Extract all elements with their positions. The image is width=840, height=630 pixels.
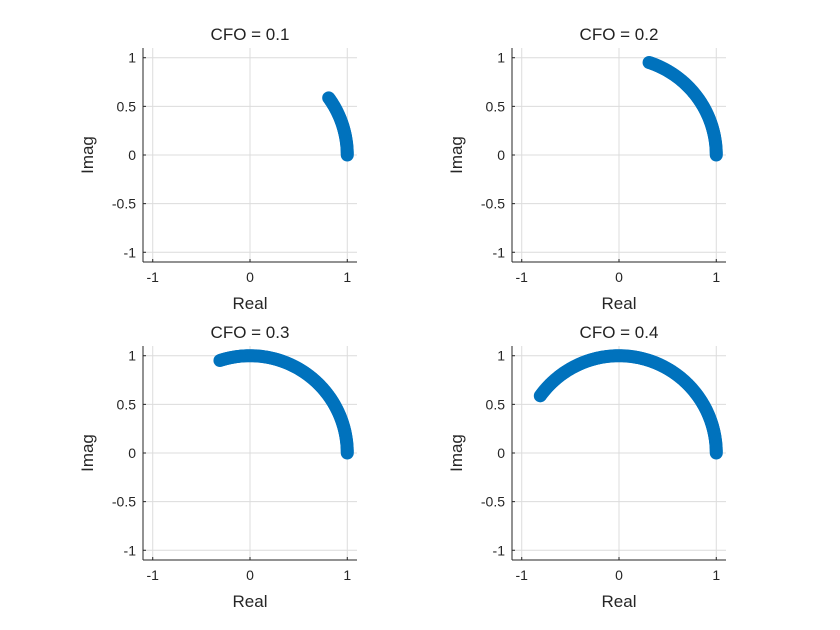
subplot-2: -1 0 1 1 0.5 0 -0.5 -1 CFO = 0.2 Real Imag xyxy=(447,25,726,313)
y-tick-label: 1 xyxy=(497,348,505,364)
y-axis-label: Imag xyxy=(78,434,97,472)
data-point xyxy=(642,55,656,69)
x-axis-label: Real xyxy=(233,294,268,313)
x-tick-label: 1 xyxy=(343,269,351,285)
y-axis-label: Imag xyxy=(447,136,466,174)
x-tick-label: 1 xyxy=(343,567,351,583)
y-tick-label: -1 xyxy=(493,542,506,558)
y-tick-label: 0 xyxy=(497,147,505,163)
x-tick-label: -1 xyxy=(516,567,529,583)
x-tick-label: 0 xyxy=(615,567,623,583)
y-tick-label: -0.5 xyxy=(481,196,505,212)
y-tick-label: -1 xyxy=(124,542,137,558)
x-tick-label: -1 xyxy=(147,567,160,583)
data-point xyxy=(213,353,227,367)
y-tick-label: 0.5 xyxy=(117,396,137,412)
y-tick-label: -1 xyxy=(493,244,506,260)
subplot-title: CFO = 0.1 xyxy=(211,25,290,44)
subplot-title: CFO = 0.2 xyxy=(580,25,659,44)
subplot-1: -1 0 1 1 0.5 0 -0.5 -1 CFO = 0.1 Real Imag xyxy=(78,25,357,313)
subplot-4: -1 0 1 1 0.5 0 -0.5 -1 CFO = 0.4 Real Imag xyxy=(447,323,726,611)
y-tick-label: 1 xyxy=(128,50,136,66)
y-axis-label: Imag xyxy=(78,136,97,174)
y-tick-label: 0 xyxy=(128,147,136,163)
y-tick-label: 0.5 xyxy=(486,396,506,412)
subplot-3: -1 0 1 1 0.5 0 -0.5 -1 CFO = 0.3 Real Imag xyxy=(78,323,357,611)
y-tick-label: 0 xyxy=(497,445,505,461)
x-tick-label: -1 xyxy=(516,269,529,285)
x-tick-label: 0 xyxy=(246,567,254,583)
data-point xyxy=(533,389,547,403)
x-tick-label: 0 xyxy=(615,269,623,285)
x-axis-label: Real xyxy=(233,592,268,611)
subplot-title: CFO = 0.4 xyxy=(580,323,659,342)
y-tick-label: -0.5 xyxy=(112,196,136,212)
y-tick-label: 0 xyxy=(128,445,136,461)
x-tick-label: 0 xyxy=(246,269,254,285)
data-point xyxy=(322,91,336,105)
y-tick-label: -0.5 xyxy=(481,494,505,510)
y-tick-label: 1 xyxy=(497,50,505,66)
y-tick-label: -1 xyxy=(124,244,137,260)
x-axis-label: Real xyxy=(602,592,637,611)
y-tick-label: 0.5 xyxy=(486,98,506,114)
y-tick-label: -0.5 xyxy=(112,494,136,510)
x-tick-label: 1 xyxy=(712,269,720,285)
x-axis-label: Real xyxy=(602,294,637,313)
x-tick-label: 1 xyxy=(712,567,720,583)
subplot-title: CFO = 0.3 xyxy=(211,323,290,342)
y-axis-label: Imag xyxy=(447,434,466,472)
y-tick-label: 1 xyxy=(128,348,136,364)
x-tick-label: -1 xyxy=(147,269,160,285)
y-tick-label: 0.5 xyxy=(117,98,137,114)
